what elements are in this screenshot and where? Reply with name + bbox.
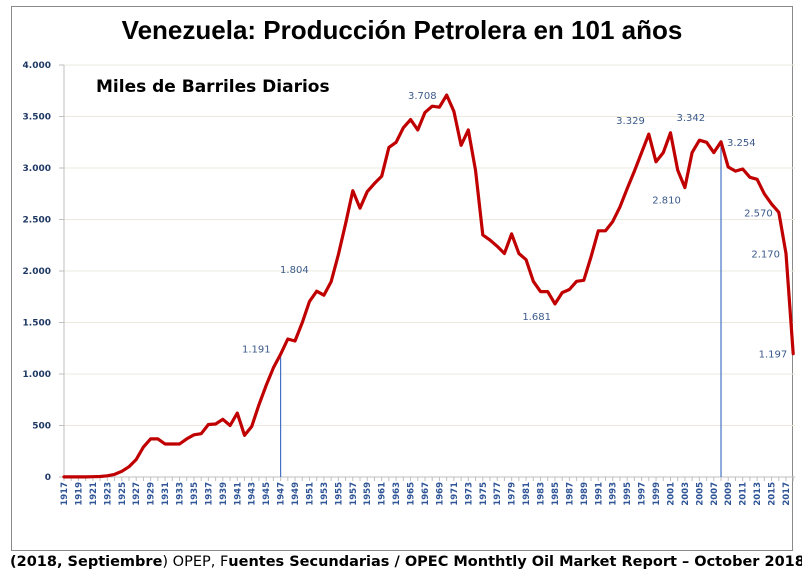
x-tick-label: 1955 [334, 482, 344, 506]
source-bold-1: (2018, Septiembre [10, 554, 163, 570]
series [62, 93, 795, 479]
x-tick-label: 1969 [435, 482, 445, 506]
source-normal-2: F [219, 554, 229, 570]
data-label-2003: 2.810 [652, 196, 681, 207]
x-axis-ticks: 1917 1919 1921 1923 1925 1927 1929 1931 1933 1935… [60, 477, 794, 506]
x-tick-label: 2005 [695, 482, 705, 506]
data-label-1947: 1.191 [242, 344, 271, 355]
y-axis-ticks: 0 500 1.000 1.500 2.000 2.500 3.000 3.500 4.000 [23, 61, 64, 483]
data-label-2018: 1.197 [759, 350, 788, 361]
x-tick-label: 2009 [724, 482, 734, 506]
x-tick-label: 1985 [551, 482, 561, 506]
x-tick-label: 1931 [161, 482, 171, 506]
x-tick-label: 1945 [262, 482, 272, 506]
y-tick-label: 1.500 [23, 319, 51, 329]
x-tick-label: 1971 [450, 482, 460, 506]
x-tick-label: 1965 [407, 482, 417, 506]
y-tick-label: 2.000 [23, 267, 51, 277]
x-tick-label: 1963 [392, 482, 402, 506]
x-tick-label: 1929 [147, 482, 157, 506]
y-tick-label: 0 [45, 473, 51, 483]
x-tick-label: 1923 [103, 482, 113, 506]
x-tick-label: 1993 [609, 482, 619, 506]
x-tick-label: 1967 [421, 482, 431, 506]
x-tick-label: 1959 [363, 482, 373, 506]
source-bold-2: uentes Secundarias / OPEC Monthtly Oil M… [228, 554, 802, 570]
data-label-1985: 1.681 [522, 312, 551, 323]
x-tick-label: 1951 [305, 482, 315, 506]
x-tick-label: 2007 [710, 482, 720, 506]
y-tick-label: 3.000 [23, 164, 51, 174]
x-tick-label: 1983 [537, 482, 547, 506]
data-label-2001: 3.342 [676, 113, 705, 124]
x-tick-label: 1919 [74, 482, 84, 506]
x-tick-label: 1937 [204, 482, 214, 506]
x-tick-label: 1921 [89, 482, 99, 506]
x-tick-label: 1961 [378, 482, 388, 506]
x-tick-label: 1933 [176, 482, 186, 506]
x-tick-label: 1979 [508, 482, 518, 506]
chart-title: Venezuela: Producción Petrolera en 101 a… [121, 15, 683, 45]
x-tick-label: 1917 [60, 482, 70, 506]
data-label-2008: 3.254 [727, 138, 756, 149]
chart-frame: Venezuela: Producción Petrolera en 101 a… [11, 6, 793, 551]
reference-lines [280, 141, 722, 477]
x-tick-label: 1943 [248, 482, 258, 506]
x-tick-label: 1941 [233, 482, 243, 506]
y-tick-label: 2.500 [23, 216, 51, 226]
data-label-2017: 2.170 [751, 249, 780, 260]
y-tick-label: 1.000 [23, 370, 51, 380]
x-tick-label: 1939 [219, 482, 229, 506]
y-tick-label: 4.000 [23, 61, 51, 71]
x-tick-label: 1981 [522, 482, 532, 506]
x-tick-label: 1953 [320, 482, 330, 506]
gridlines [60, 64, 796, 426]
x-tick-label: 1925 [118, 482, 128, 506]
x-tick-label: 2003 [681, 482, 691, 506]
x-tick-label: 1995 [623, 482, 633, 506]
data-label-1952: 1.804 [280, 265, 309, 276]
x-tick-label: 1949 [291, 482, 301, 506]
x-tick-label: 1997 [638, 482, 648, 506]
x-tick-label: 2015 [768, 482, 778, 506]
chart-subtitle: Miles de Barriles Diarios [96, 77, 330, 97]
x-tick-label: 1989 [580, 482, 590, 506]
production-line [62, 93, 795, 479]
data-labels: 1.191 1.804 3.708 1.681 3.329 3.342 2.810 3.254… [242, 91, 787, 361]
x-tick-label: 2001 [666, 482, 676, 506]
source-citation: (2018, Septiembre) OPEP, Fuentes Secunda… [10, 554, 802, 570]
x-tick-label: 1977 [493, 482, 503, 506]
data-label-2016: 2.570 [744, 208, 773, 219]
x-tick-label: 1999 [652, 482, 662, 506]
x-tick-label: 1947 [277, 482, 287, 506]
x-tick-label: 1927 [132, 482, 142, 506]
y-tick-label: 3.500 [23, 113, 51, 123]
x-tick-label: 2011 [739, 482, 749, 506]
x-tick-label: 2017 [782, 482, 792, 506]
x-tick-label: 1975 [479, 482, 489, 506]
x-tick-label: 1935 [190, 482, 200, 506]
y-tick-label: 500 [32, 422, 51, 432]
x-tick-label: 1987 [565, 482, 575, 506]
source-normal-1: ) OPEP, [162, 554, 220, 570]
x-tick-label: 1957 [349, 482, 359, 506]
data-label-1998: 3.329 [616, 116, 645, 127]
x-tick-label: 1991 [594, 482, 604, 506]
x-tick-label: 1973 [464, 482, 474, 506]
data-label-1970: 3.708 [408, 91, 437, 102]
x-tick-label: 2013 [753, 482, 763, 506]
